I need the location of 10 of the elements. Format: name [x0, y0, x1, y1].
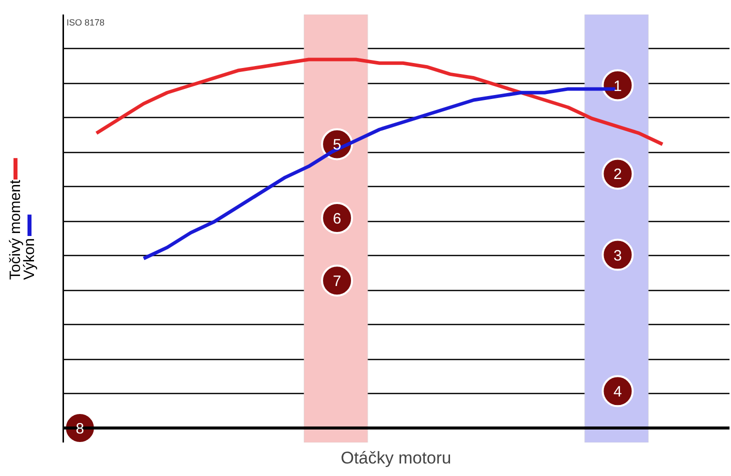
annotation: 4: [614, 384, 622, 401]
annotation: 8: [76, 420, 84, 438]
text: ISO 8178: [66, 18, 105, 28]
annotation: 2: [614, 166, 622, 184]
annotation: 7: [332, 273, 342, 290]
annotation: 1: [614, 78, 622, 95]
annotation: 3: [614, 247, 622, 264]
annotation: 6: [332, 210, 342, 228]
x-axis-title: Otáčky motoru: [340, 448, 452, 468]
legend-label: Točivý moment: [7, 179, 24, 280]
